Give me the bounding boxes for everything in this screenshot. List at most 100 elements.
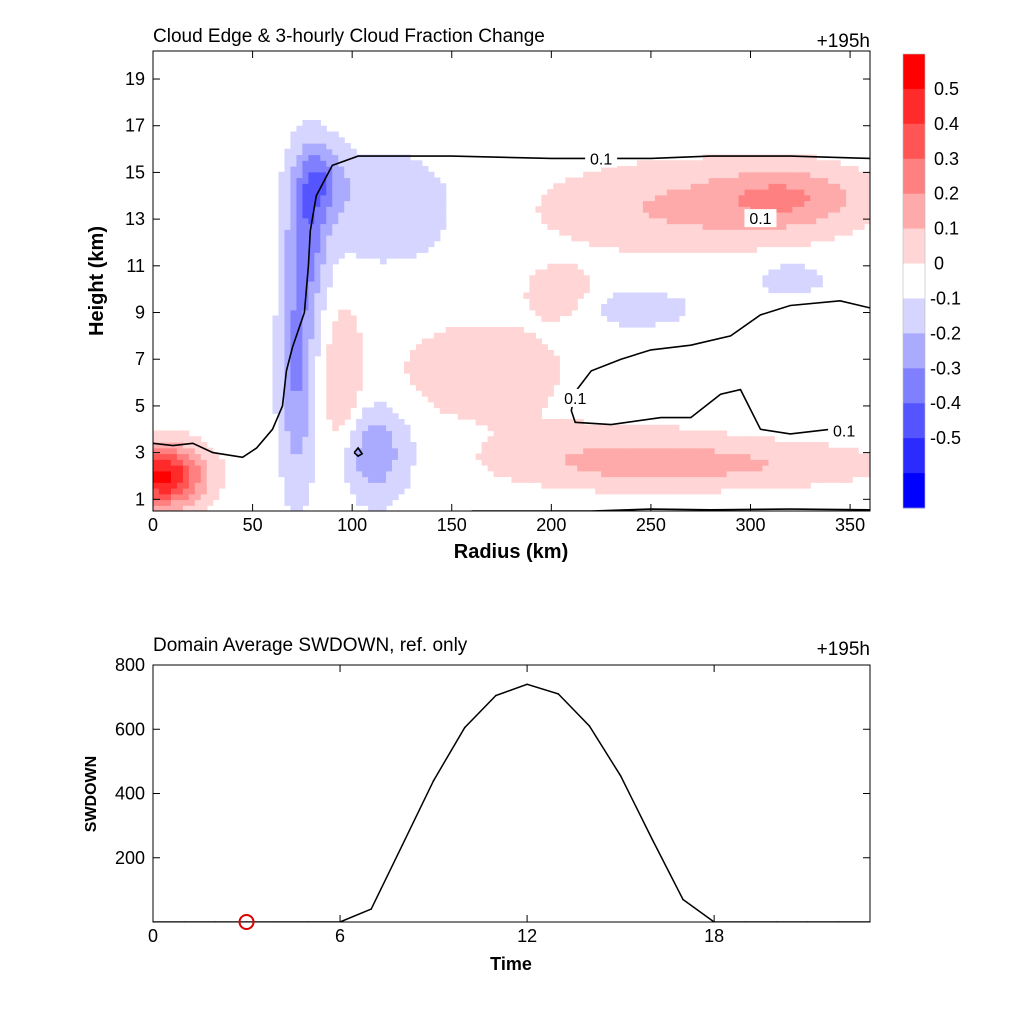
- heatmap-cell: [308, 378, 315, 386]
- heatmap-cell: [338, 217, 345, 225]
- heatmap-cell: [768, 447, 775, 455]
- heatmap-cell: [702, 229, 710, 236]
- heatmap-cell: [153, 459, 160, 466]
- line-series: [153, 683, 870, 922]
- heatmap-cell: [702, 200, 710, 207]
- heatmap-cell: [547, 373, 554, 380]
- heatmap-cell: [726, 229, 734, 236]
- heatmap-cell: [278, 252, 286, 259]
- heatmap-cell: [732, 189, 740, 196]
- heatmap-cell: [487, 390, 495, 397]
- heatmap-cell: [481, 355, 489, 363]
- heatmap-cell: [380, 488, 387, 495]
- heatmap-cell: [541, 378, 548, 386]
- heatmap-cell: [296, 470, 303, 478]
- heatmap-cell: [284, 200, 292, 207]
- heatmap-cell: [182, 453, 190, 460]
- heatmap-cell: [278, 367, 286, 374]
- heatmap-cell: [326, 189, 333, 196]
- heatmap-cell: [403, 154, 411, 161]
- heatmap-cell: [744, 160, 752, 167]
- heatmap-cell: [350, 160, 357, 167]
- heatmap-cell: [457, 327, 465, 334]
- heatmap-cell: [511, 384, 519, 391]
- heatmap-cell: [308, 183, 315, 190]
- heatmap-cell: [666, 200, 674, 207]
- heatmap-cell: [684, 476, 692, 483]
- heatmap-cell: [589, 235, 596, 242]
- heatmap-cell: [648, 240, 656, 248]
- heatmap-cell: [798, 286, 805, 294]
- heatmap-cell: [613, 223, 620, 230]
- heatmap-cell: [631, 171, 638, 179]
- heatmap-cell: [804, 183, 811, 190]
- x-tick-label: 50: [243, 515, 263, 535]
- heatmap-cell: [302, 499, 309, 506]
- heatmap-cell: [631, 476, 638, 483]
- heatmap-cell: [607, 240, 614, 248]
- heatmap-cell: [696, 488, 704, 495]
- heatmap-cell: [571, 424, 578, 432]
- heatmap-cell: [332, 396, 339, 403]
- heatmap-cell: [834, 206, 841, 213]
- heatmap-cell: [553, 459, 560, 466]
- heatmap-cell: [356, 442, 363, 449]
- heatmap-cell: [350, 217, 357, 225]
- heatmap-cell: [619, 229, 626, 236]
- heatmap-cell: [529, 459, 536, 466]
- heatmap-cell: [678, 436, 686, 443]
- heatmap-cell: [188, 470, 196, 478]
- heatmap-cell: [296, 235, 303, 242]
- heatmap-cell: [296, 453, 303, 460]
- heatmap-cell: [188, 459, 196, 466]
- heatmap-cell: [786, 154, 793, 161]
- heatmap-cell: [403, 442, 411, 449]
- heatmap-cell: [362, 223, 369, 230]
- heatmap-cell: [421, 194, 429, 202]
- heatmap-cell: [421, 390, 429, 397]
- heatmap-cell: [290, 229, 297, 236]
- heatmap-cell: [356, 338, 363, 345]
- heatmap-cell: [487, 332, 495, 340]
- heatmap-cell: [631, 298, 638, 305]
- heatmap-cell: [511, 436, 519, 443]
- heatmap-cell: [409, 223, 417, 230]
- heatmap-cell: [619, 166, 626, 173]
- heatmap-cell: [403, 189, 411, 196]
- heatmap-cell: [302, 304, 309, 311]
- heatmap-cell: [421, 206, 429, 213]
- heatmap-cell: [678, 442, 686, 449]
- heatmap-cell: [463, 378, 471, 386]
- swdown-point: [588, 725, 591, 727]
- heatmap-cell: [314, 148, 321, 156]
- heatmap-cell: [631, 304, 638, 311]
- heatmap-cell: [403, 206, 411, 213]
- heatmap-cell: [272, 332, 280, 340]
- heatmap-cell: [356, 240, 363, 248]
- heatmap-cell: [206, 470, 214, 478]
- heatmap-cell: [642, 430, 650, 437]
- heatmap-cell: [505, 447, 513, 455]
- heatmap-cell: [284, 424, 292, 432]
- heatmap-cell: [553, 373, 560, 380]
- heatmap-cell: [822, 194, 829, 202]
- heatmap-cell: [308, 189, 315, 196]
- heatmap-cell: [636, 488, 644, 495]
- heatmap-cell: [374, 419, 381, 426]
- heatmap-cell: [344, 401, 351, 409]
- heatmap-cell: [314, 125, 321, 133]
- heatmap-cell: [403, 235, 411, 242]
- heatmap-cell: [362, 160, 369, 167]
- heatmap-cell: [726, 240, 734, 248]
- heatmap-cell: [409, 235, 417, 242]
- heatmap-cell: [744, 470, 752, 478]
- heatmap-cell: [708, 194, 716, 202]
- heatmap-cell: [493, 430, 501, 437]
- heatmap-y-axis-label: Height (km): [86, 226, 108, 336]
- heatmap-cell: [272, 338, 280, 345]
- heatmap-cell: [302, 424, 309, 432]
- heatmap-cell: [654, 194, 662, 202]
- heatmap-cell: [182, 505, 190, 511]
- heatmap-cell: [654, 229, 662, 236]
